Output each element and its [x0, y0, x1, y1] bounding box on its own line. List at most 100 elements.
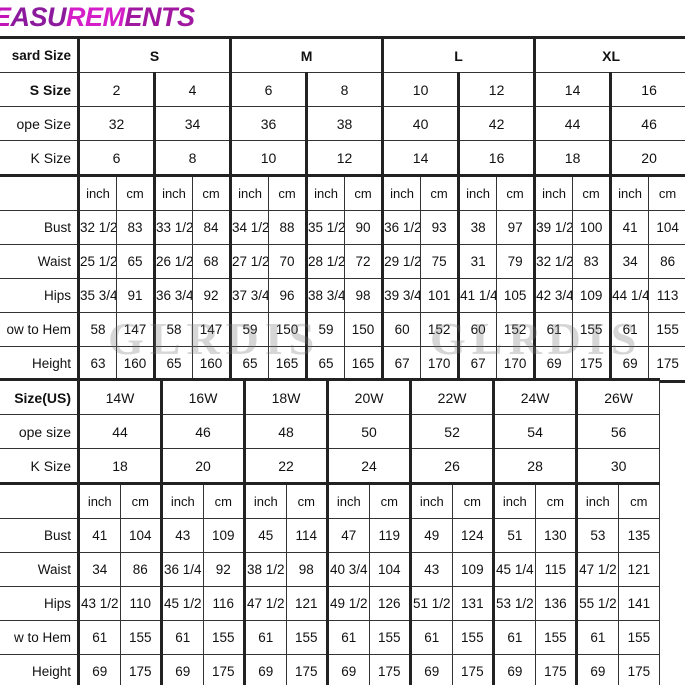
- cell-bust-inch: 43: [160, 518, 204, 553]
- cell-bust-cm: 93: [420, 210, 460, 245]
- unit-header-cm: cm: [496, 175, 536, 211]
- cell-bust-inch: 38: [457, 210, 498, 245]
- unit-header-inch: inch: [229, 175, 270, 211]
- cell-bust-inch: 45: [243, 518, 287, 553]
- cell-hips-cm: 109: [572, 278, 612, 313]
- unit-header-inch: inch: [409, 483, 453, 519]
- cell-height-cm: 165: [344, 346, 384, 383]
- unit-header-cm: cm: [285, 483, 329, 519]
- cell-waist-cm: 86: [648, 244, 685, 279]
- cell-bust-cm: 88: [268, 210, 308, 245]
- unit-header-inch: inch: [160, 483, 204, 519]
- cell-hollow_to_hem-inch: 61: [609, 312, 650, 347]
- cell-hollow_to_hem-inch: 61: [409, 620, 453, 655]
- cell-bust-cm: 83: [116, 210, 155, 245]
- cell-height-cm: 175: [648, 346, 685, 383]
- unit-header-inch: inch: [492, 483, 536, 519]
- table-row-hips: Hips 35 3/4 91 36 3/4 92 37 3/4 96 38 3/4 98 39 3…: [0, 278, 685, 313]
- cell-bust-inch: 41: [77, 518, 121, 553]
- row-label-units: [0, 175, 80, 211]
- table-row-europe-size: ope Size 32 34 36 38 40 42 44 46: [0, 106, 685, 141]
- cell-us-size: 10: [381, 72, 460, 107]
- cell-bust-inch: 49: [409, 518, 453, 553]
- cell-hollow_to_hem-cm: 155: [368, 620, 412, 655]
- cell-waist-cm: 104: [368, 552, 412, 587]
- group-header-xl: XL: [533, 36, 685, 73]
- unit-header-cm: cm: [617, 483, 661, 519]
- cell-bust-inch: 51: [492, 518, 536, 553]
- cell-hips-inch: 55 1/2: [575, 586, 619, 621]
- cell-hips-cm: 116: [202, 586, 246, 621]
- table-row-us-size: Size(US) 14W 16W 18W 20W 22W 24W 26W: [0, 378, 661, 415]
- cell-europe-size: 50: [326, 414, 412, 449]
- table-row-group-header: sard Size S M L XL: [0, 36, 685, 73]
- unit-header-inch: inch: [77, 175, 117, 211]
- unit-header-cm: cm: [368, 483, 412, 519]
- cell-height-inch: 67: [381, 346, 422, 383]
- cell-height-cm: 175: [534, 654, 578, 685]
- cell-europe-size: 44: [533, 106, 612, 141]
- cell-height-cm: 170: [420, 346, 460, 383]
- cell-waist-cm: 109: [451, 552, 495, 587]
- cell-hips-inch: 35 3/4: [77, 278, 117, 313]
- unit-header-inch: inch: [575, 483, 619, 519]
- cell-europe-size: 34: [152, 106, 232, 141]
- cell-height-inch: 69: [77, 654, 121, 685]
- cell-bust-inch: 32 1/2: [77, 210, 117, 245]
- unit-header-cm: cm: [534, 483, 578, 519]
- cell-hips-cm: 96: [268, 278, 308, 313]
- cell-uk-size: 22: [243, 448, 329, 485]
- cell-hips-inch: 37 3/4: [229, 278, 270, 313]
- table-row-hips: Hips 43 1/2 110 45 1/2 116 47 1/2 121 49 1/2 126…: [0, 586, 661, 621]
- row-label-standard-size: sard Size: [0, 36, 80, 73]
- plus-size-table: Size(US) 14W 16W 18W 20W 22W 24W 26W ope size 44 4…: [0, 378, 661, 685]
- cell-hips-cm: 101: [420, 278, 460, 313]
- cell-waist-cm: 70: [268, 244, 308, 279]
- row-label-bust: Bust: [0, 518, 80, 553]
- cell-bust-inch: 36 1/2: [381, 210, 422, 245]
- cell-hips-inch: 41 1/4: [457, 278, 498, 313]
- cell-hollow_to_hem-inch: 59: [229, 312, 270, 347]
- row-label-waist: Waist: [0, 552, 80, 587]
- cell-height-cm: 175: [368, 654, 412, 685]
- cell-bust-cm: 97: [496, 210, 536, 245]
- cell-europe-size: 54: [492, 414, 578, 449]
- table-row-uk-size: K Size 6 8 10 12 14 16 18 20: [0, 140, 685, 177]
- unit-header-inch: inch: [153, 175, 193, 211]
- cell-bust-cm: 90: [344, 210, 384, 245]
- cell-bust-inch: 35 1/2: [305, 210, 346, 245]
- cell-hollow_to_hem-cm: 147: [191, 312, 232, 347]
- cell-waist-inch: 38 1/2: [243, 552, 287, 587]
- cell-uk-size: 10: [229, 140, 308, 177]
- row-label-hollow_to_hem: w to Hem: [0, 620, 80, 655]
- cell-bust-cm: 104: [119, 518, 163, 553]
- standard-size-table: sard Size S M L XL S Size 2 4 6 8 10 12 14 16 ope Size…: [0, 36, 685, 383]
- cell-height-inch: 69: [492, 654, 536, 685]
- cell-us-size: 14: [533, 72, 612, 107]
- cell-bust-cm: 84: [191, 210, 232, 245]
- unit-header-inch: inch: [77, 483, 121, 519]
- cell-height-cm: 165: [268, 346, 308, 383]
- unit-header-inch: inch: [533, 175, 574, 211]
- cell-europe-size: 32: [77, 106, 155, 141]
- cell-us-size: 8: [305, 72, 384, 107]
- unit-header-cm: cm: [268, 175, 308, 211]
- cell-europe-size: 48: [243, 414, 329, 449]
- cell-height-cm: 175: [451, 654, 495, 685]
- cell-hips-inch: 45 1/2: [160, 586, 204, 621]
- unit-header-inch: inch: [457, 175, 498, 211]
- title-segment-3: REM: [66, 2, 125, 32]
- cell-waist-cm: 92: [202, 552, 246, 587]
- cell-hollow_to_hem-inch: 60: [381, 312, 422, 347]
- cell-height-cm: 175: [119, 654, 163, 685]
- cell-uk-size: 14: [381, 140, 460, 177]
- cell-bust-inch: 34 1/2: [229, 210, 270, 245]
- cell-hips-inch: 42 3/4: [533, 278, 574, 313]
- cell-uk-size: 30: [575, 448, 661, 485]
- cell-uk-size: 18: [76, 448, 163, 485]
- unit-header-inch: inch: [381, 175, 422, 211]
- cell-waist-inch: 43: [409, 552, 453, 587]
- cell-hollow_to_hem-cm: 155: [617, 620, 661, 655]
- cell-hollow_to_hem-cm: 155: [648, 312, 685, 347]
- cell-height-cm: 175: [617, 654, 661, 685]
